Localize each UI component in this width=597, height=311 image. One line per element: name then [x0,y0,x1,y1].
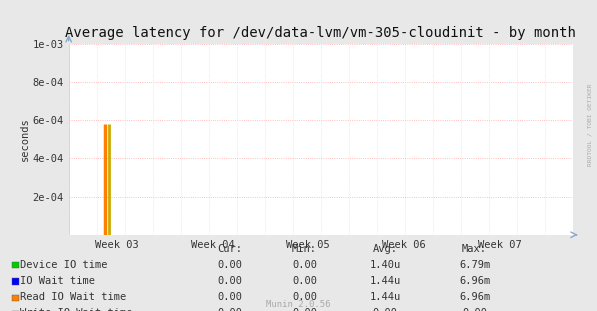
Text: 1.40u: 1.40u [370,260,401,270]
Text: 0.00: 0.00 [292,260,317,270]
Text: Write IO Wait time: Write IO Wait time [20,309,133,311]
Text: 1.44u: 1.44u [370,276,401,286]
Text: Avg:: Avg: [373,244,398,254]
Text: 0.00: 0.00 [217,260,242,270]
Y-axis label: seconds: seconds [20,117,30,161]
Title: Average latency for /dev/data-lvm/vm-305-cloudinit - by month: Average latency for /dev/data-lvm/vm-305… [66,26,576,39]
Text: 0.00: 0.00 [217,292,242,302]
Text: 0.00: 0.00 [373,309,398,311]
Text: 0.00: 0.00 [292,292,317,302]
Text: Munin 2.0.56: Munin 2.0.56 [266,299,331,309]
Text: 6.96m: 6.96m [459,276,490,286]
Text: 0.00: 0.00 [462,309,487,311]
Text: 6.96m: 6.96m [459,292,490,302]
Text: IO Wait time: IO Wait time [20,276,95,286]
Text: Max:: Max: [462,244,487,254]
Text: 0.00: 0.00 [292,309,317,311]
Text: Min:: Min: [292,244,317,254]
Text: 0.00: 0.00 [292,276,317,286]
Text: Read IO Wait time: Read IO Wait time [20,292,126,302]
Text: 0.00: 0.00 [217,309,242,311]
Text: Cur:: Cur: [217,244,242,254]
Text: 1.44u: 1.44u [370,292,401,302]
Text: 6.79m: 6.79m [459,260,490,270]
Text: Device IO time: Device IO time [20,260,107,270]
Text: 0.00: 0.00 [217,276,242,286]
Text: RRDTOOL / TOBI OETIKER: RRDTOOL / TOBI OETIKER [587,83,592,166]
